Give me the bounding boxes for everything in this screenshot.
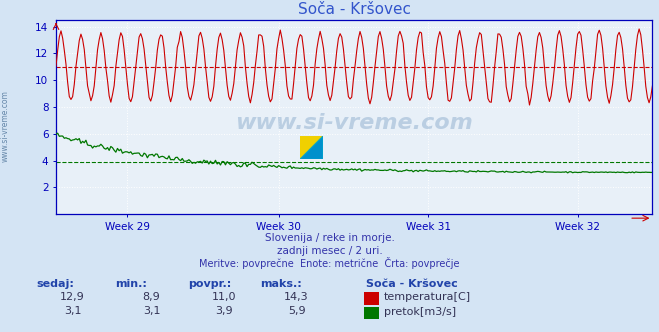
Text: povpr.:: povpr.: [188,279,231,289]
Text: zadnji mesec / 2 uri.: zadnji mesec / 2 uri. [277,246,382,256]
Text: sedaj:: sedaj: [36,279,74,289]
Text: 5,9: 5,9 [288,306,305,316]
Text: www.si-vreme.com: www.si-vreme.com [1,90,10,162]
Text: 8,9: 8,9 [143,292,160,302]
Text: temperatura[C]: temperatura[C] [384,292,471,302]
Text: www.si-vreme.com: www.si-vreme.com [235,113,473,133]
Text: 14,3: 14,3 [284,292,309,302]
Polygon shape [300,136,323,159]
Text: min.:: min.: [115,279,147,289]
Text: 11,0: 11,0 [212,292,237,302]
Text: Slovenija / reke in morje.: Slovenija / reke in morje. [264,233,395,243]
Text: maks.:: maks.: [260,279,302,289]
Title: Soča - Kršovec: Soča - Kršovec [298,2,411,17]
Text: 3,1: 3,1 [143,306,160,316]
Text: 3,1: 3,1 [64,306,81,316]
Polygon shape [300,136,323,159]
Text: 12,9: 12,9 [60,292,85,302]
Text: 3,9: 3,9 [215,306,233,316]
Text: pretok[m3/s]: pretok[m3/s] [384,307,455,317]
Polygon shape [300,136,323,159]
Text: Soča - Kršovec: Soča - Kršovec [366,279,457,289]
Text: Meritve: povprečne  Enote: metrične  Črta: povprečje: Meritve: povprečne Enote: metrične Črta:… [199,257,460,269]
